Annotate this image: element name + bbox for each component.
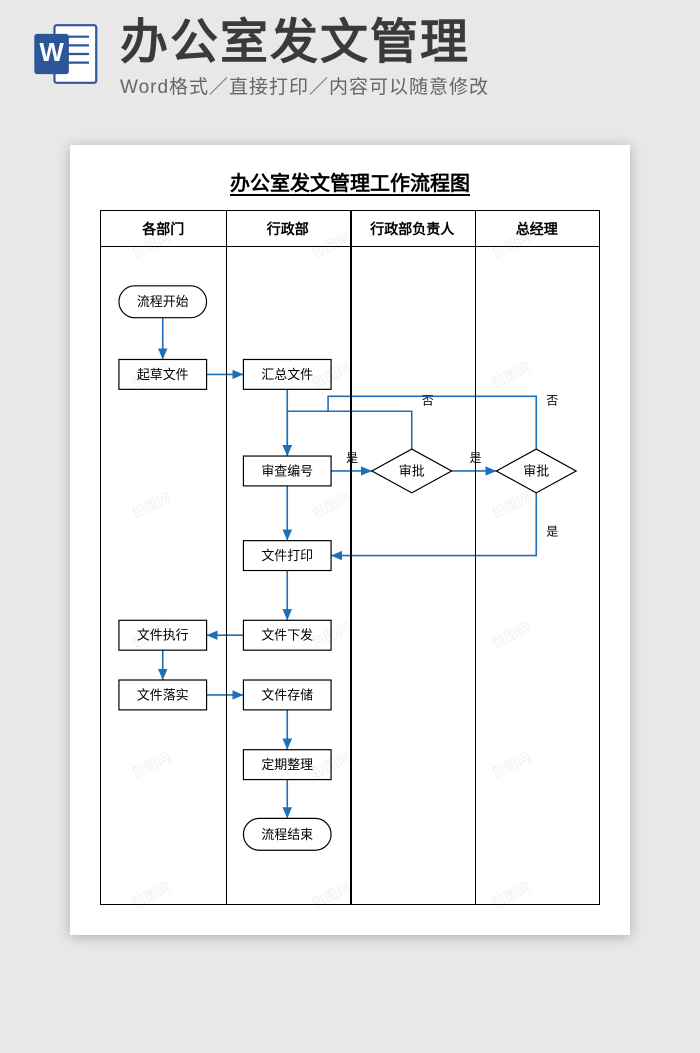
flow-node-label: 文件下发	[261, 628, 313, 643]
header-subtitle: Word格式／直接打印／内容可以随意修改	[120, 72, 680, 99]
flow-node-label: 起草文件	[137, 367, 189, 382]
edge-label: 否	[422, 393, 434, 407]
flow-node-label: 审批	[523, 463, 549, 478]
lane-header: 行政部负责人	[350, 211, 475, 247]
flow-node-label: 文件打印	[261, 548, 313, 563]
flow-node-label: 审查编号	[261, 463, 313, 478]
flow-node-label: 审批	[399, 463, 425, 478]
template-header: W 办公室发文管理 Word格式／直接打印／内容可以随意修改	[0, 0, 700, 99]
flow-node-label: 文件存储	[261, 687, 313, 702]
document-page: 办公室发文管理工作流程图 是是否否是流程开始起草文件汇总文件审查编号审批审批文件…	[70, 145, 630, 935]
flow-node-label: 文件执行	[137, 628, 189, 643]
flow-node-label: 定期整理	[261, 757, 313, 772]
word-icon: W	[30, 18, 102, 90]
lane-separator	[475, 211, 477, 904]
edge-label: 是	[346, 451, 358, 465]
edge-label: 是	[546, 525, 558, 539]
swimlane-container: 是是否否是流程开始起草文件汇总文件审查编号审批审批文件打印文件下发文件执行文件落…	[100, 210, 600, 905]
header-title: 办公室发文管理	[120, 18, 680, 68]
flow-node-label: 流程结束	[261, 827, 313, 842]
lane-separator	[226, 211, 228, 904]
flow-node-label: 汇总文件	[261, 367, 313, 382]
doc-title: 办公室发文管理工作流程图	[70, 145, 630, 204]
lane-separator	[350, 211, 352, 904]
edge-label: 否	[546, 393, 558, 407]
flow-edge	[331, 493, 536, 556]
lane-header: 各部门	[101, 211, 226, 247]
lane-header: 行政部	[226, 211, 351, 247]
flow-node-label: 文件落实	[137, 687, 189, 702]
lane-header: 总经理	[475, 211, 600, 247]
svg-text:W: W	[39, 39, 64, 67]
flow-node-label: 流程开始	[137, 294, 189, 309]
